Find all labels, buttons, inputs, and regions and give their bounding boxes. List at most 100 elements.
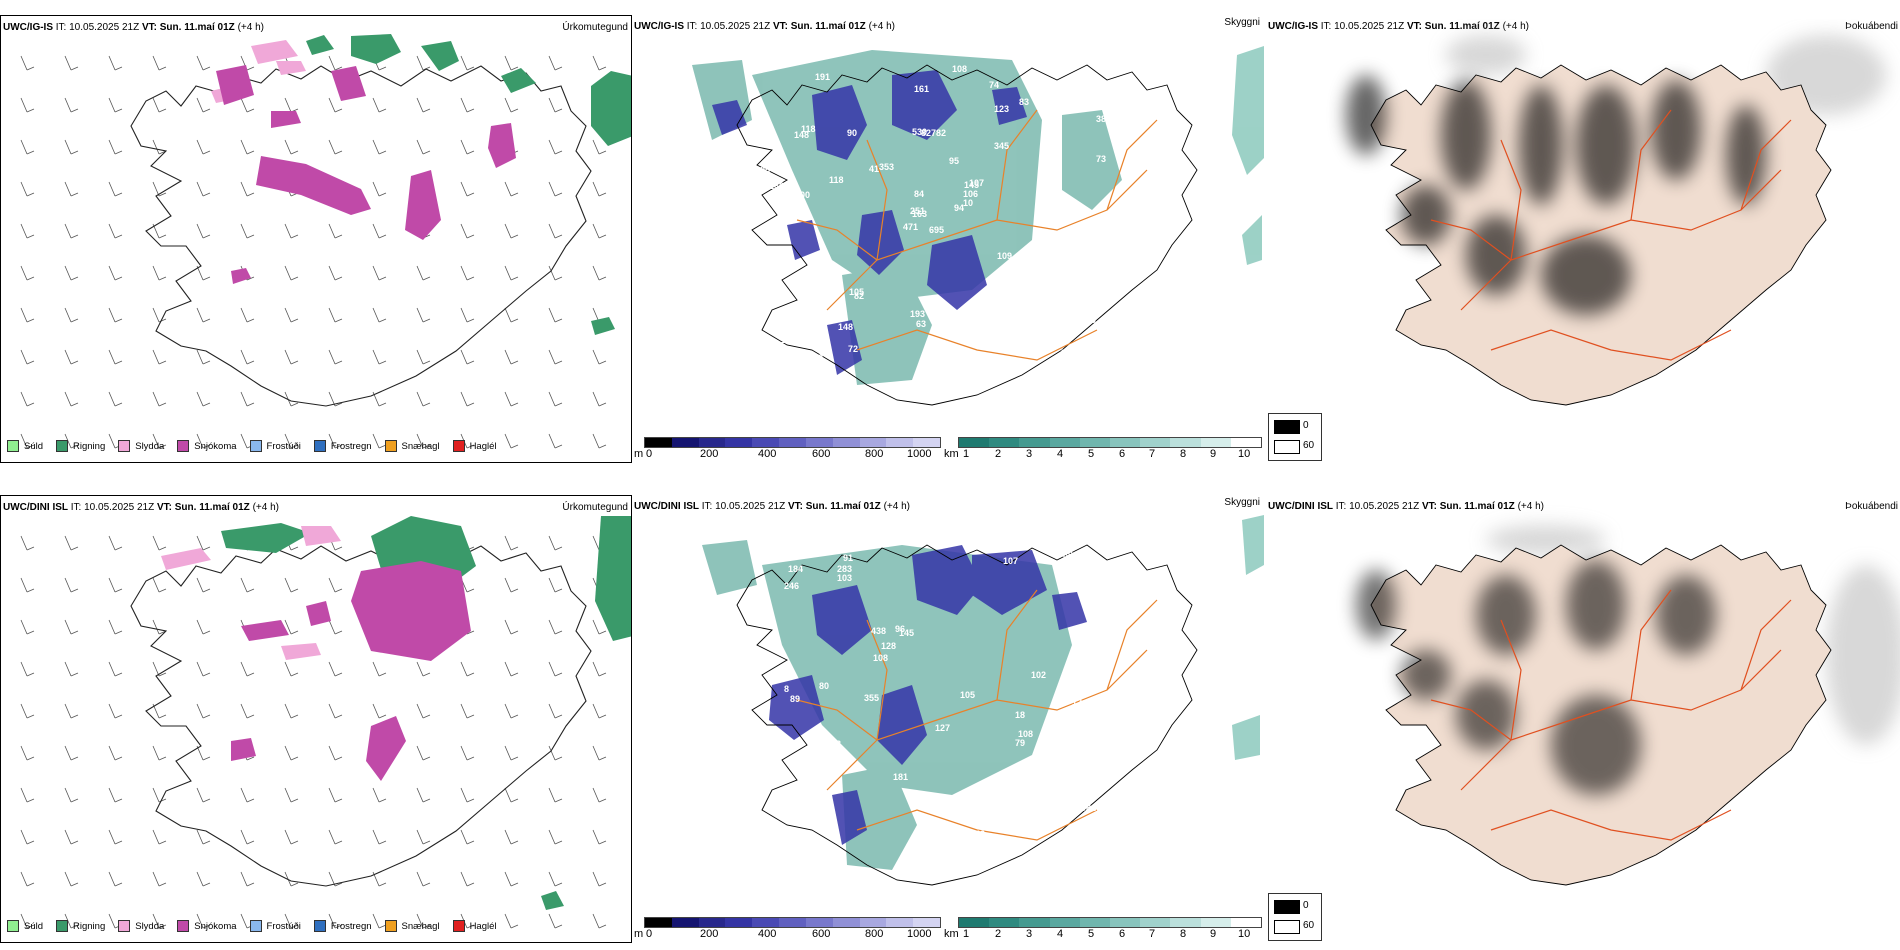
wind-barb — [460, 829, 475, 845]
legend-swatch — [7, 440, 19, 452]
ceiling-label: 161 — [914, 84, 929, 94]
wind-barb — [284, 661, 299, 677]
ceiling-label: 107 — [1003, 556, 1018, 566]
wind-barb — [284, 97, 299, 113]
ceiling-label: 145 — [964, 180, 979, 190]
ceiling-label: 105 — [960, 690, 975, 700]
map-fog-top — [1346, 35, 1886, 406]
road-line — [796, 219, 878, 261]
wind-barb — [416, 265, 431, 281]
wind-barb — [416, 913, 431, 929]
wind-barb — [372, 97, 387, 113]
legend-item-hail: Haglél — [452, 920, 497, 932]
wind-barb — [504, 181, 519, 197]
colorbar-tick: 8 — [1180, 448, 1187, 460]
wind-barb — [328, 139, 343, 155]
ceiling-label: 115 — [807, 289, 822, 299]
wind-barb — [328, 619, 343, 635]
colorbar-tick: 7 — [1149, 448, 1156, 460]
legend-swatch — [177, 440, 190, 452]
wind-barb — [548, 349, 563, 365]
colorbar-tick: 1 — [963, 448, 970, 460]
colorbar-tick: 10 — [1238, 928, 1251, 940]
wind-barb — [372, 223, 387, 239]
ceiling-label: 530 — [912, 127, 927, 137]
panel-header: UWC/DINI ISL IT: 10.05.2025 21Z VT: Sun.… — [1268, 501, 1544, 512]
panel-type-label: Skyggni — [1224, 497, 1260, 508]
wind-barb — [328, 265, 343, 281]
wind-barb — [20, 745, 35, 761]
wind-barb — [548, 391, 563, 407]
wind-barb — [284, 703, 299, 719]
wind-barb — [460, 223, 475, 239]
wind-barb — [196, 619, 211, 635]
colorbar-tick: 2 — [995, 928, 1002, 940]
colorbar-tick: 5 — [1088, 928, 1095, 940]
wind-barb — [152, 745, 167, 761]
wind-barb — [548, 265, 563, 281]
colorbar-tick: 0 — [1303, 900, 1309, 911]
ceiling-label: 664 — [780, 321, 795, 331]
wind-barb — [592, 391, 607, 407]
panel-type-label: Úrkomutegund — [562, 502, 628, 513]
roads — [796, 109, 1158, 361]
ceiling-label: 982 — [1081, 803, 1096, 813]
wind-barb — [152, 619, 167, 635]
wind-barb — [504, 577, 519, 593]
ceiling-label: 438 — [871, 626, 886, 636]
ceiling-label: 63 — [916, 319, 926, 329]
wind-barb — [504, 349, 519, 365]
wind-barb — [284, 139, 299, 155]
ceiling-label: 123 — [994, 104, 1009, 114]
wind-barb — [240, 181, 255, 197]
ceiling-label: 105 — [849, 287, 864, 297]
ceiling-label: 103 — [837, 573, 852, 583]
wind-barb — [20, 349, 35, 365]
legend-swatch — [313, 440, 326, 452]
wind-barb — [372, 307, 387, 323]
wind-barb — [416, 703, 431, 719]
wind-barb — [20, 223, 35, 239]
wind-barb — [548, 223, 563, 239]
colorbar-unit: m — [634, 448, 644, 460]
colorbar-tick: 5 — [1088, 448, 1095, 460]
wind-barb — [196, 787, 211, 803]
wind-barb — [548, 871, 563, 887]
wind-barb — [592, 703, 607, 719]
wind-barb — [64, 619, 79, 635]
ceiling-label: 74 — [989, 80, 999, 90]
wind-barb — [504, 745, 519, 761]
fog-field — [1356, 560, 1716, 795]
wind-barb — [460, 139, 475, 155]
ceiling-label: 118 — [829, 175, 844, 185]
wind-barb — [64, 745, 79, 761]
wind-barb — [240, 139, 255, 155]
wind-barb — [20, 703, 35, 719]
ceiling-label: 97 — [1061, 348, 1071, 358]
ceiling-label: 79 — [1015, 738, 1025, 748]
ceiling-label: 353 — [879, 162, 894, 172]
ceiling-label: 108 — [1018, 729, 1033, 739]
wind-barb — [460, 787, 475, 803]
ceiling-label: 89 — [1086, 315, 1096, 325]
ceiling-colorbar: m 0 200 400 600 800 1000 — [634, 917, 941, 943]
ceiling-label: 82 — [854, 291, 864, 301]
wind-barb — [64, 535, 79, 551]
ceiling-label: 163 — [912, 209, 927, 219]
legend-swatch — [452, 440, 465, 452]
ceiling-label: 184 — [788, 564, 803, 574]
colorbar-unit: m — [634, 928, 644, 940]
wind-barb — [64, 829, 79, 845]
road-line — [1106, 599, 1158, 691]
wind-barb — [196, 139, 211, 155]
wind-barb — [108, 223, 123, 239]
wind-barb — [196, 307, 211, 323]
wind-barb — [196, 97, 211, 113]
wind-barb — [504, 391, 519, 407]
wind-barb — [152, 829, 167, 845]
wind-barb — [20, 265, 35, 281]
wind-barb — [328, 55, 343, 71]
wind-barb — [416, 433, 431, 449]
ceiling-label: 89 — [790, 694, 800, 704]
offshore-vis — [1232, 46, 1264, 265]
